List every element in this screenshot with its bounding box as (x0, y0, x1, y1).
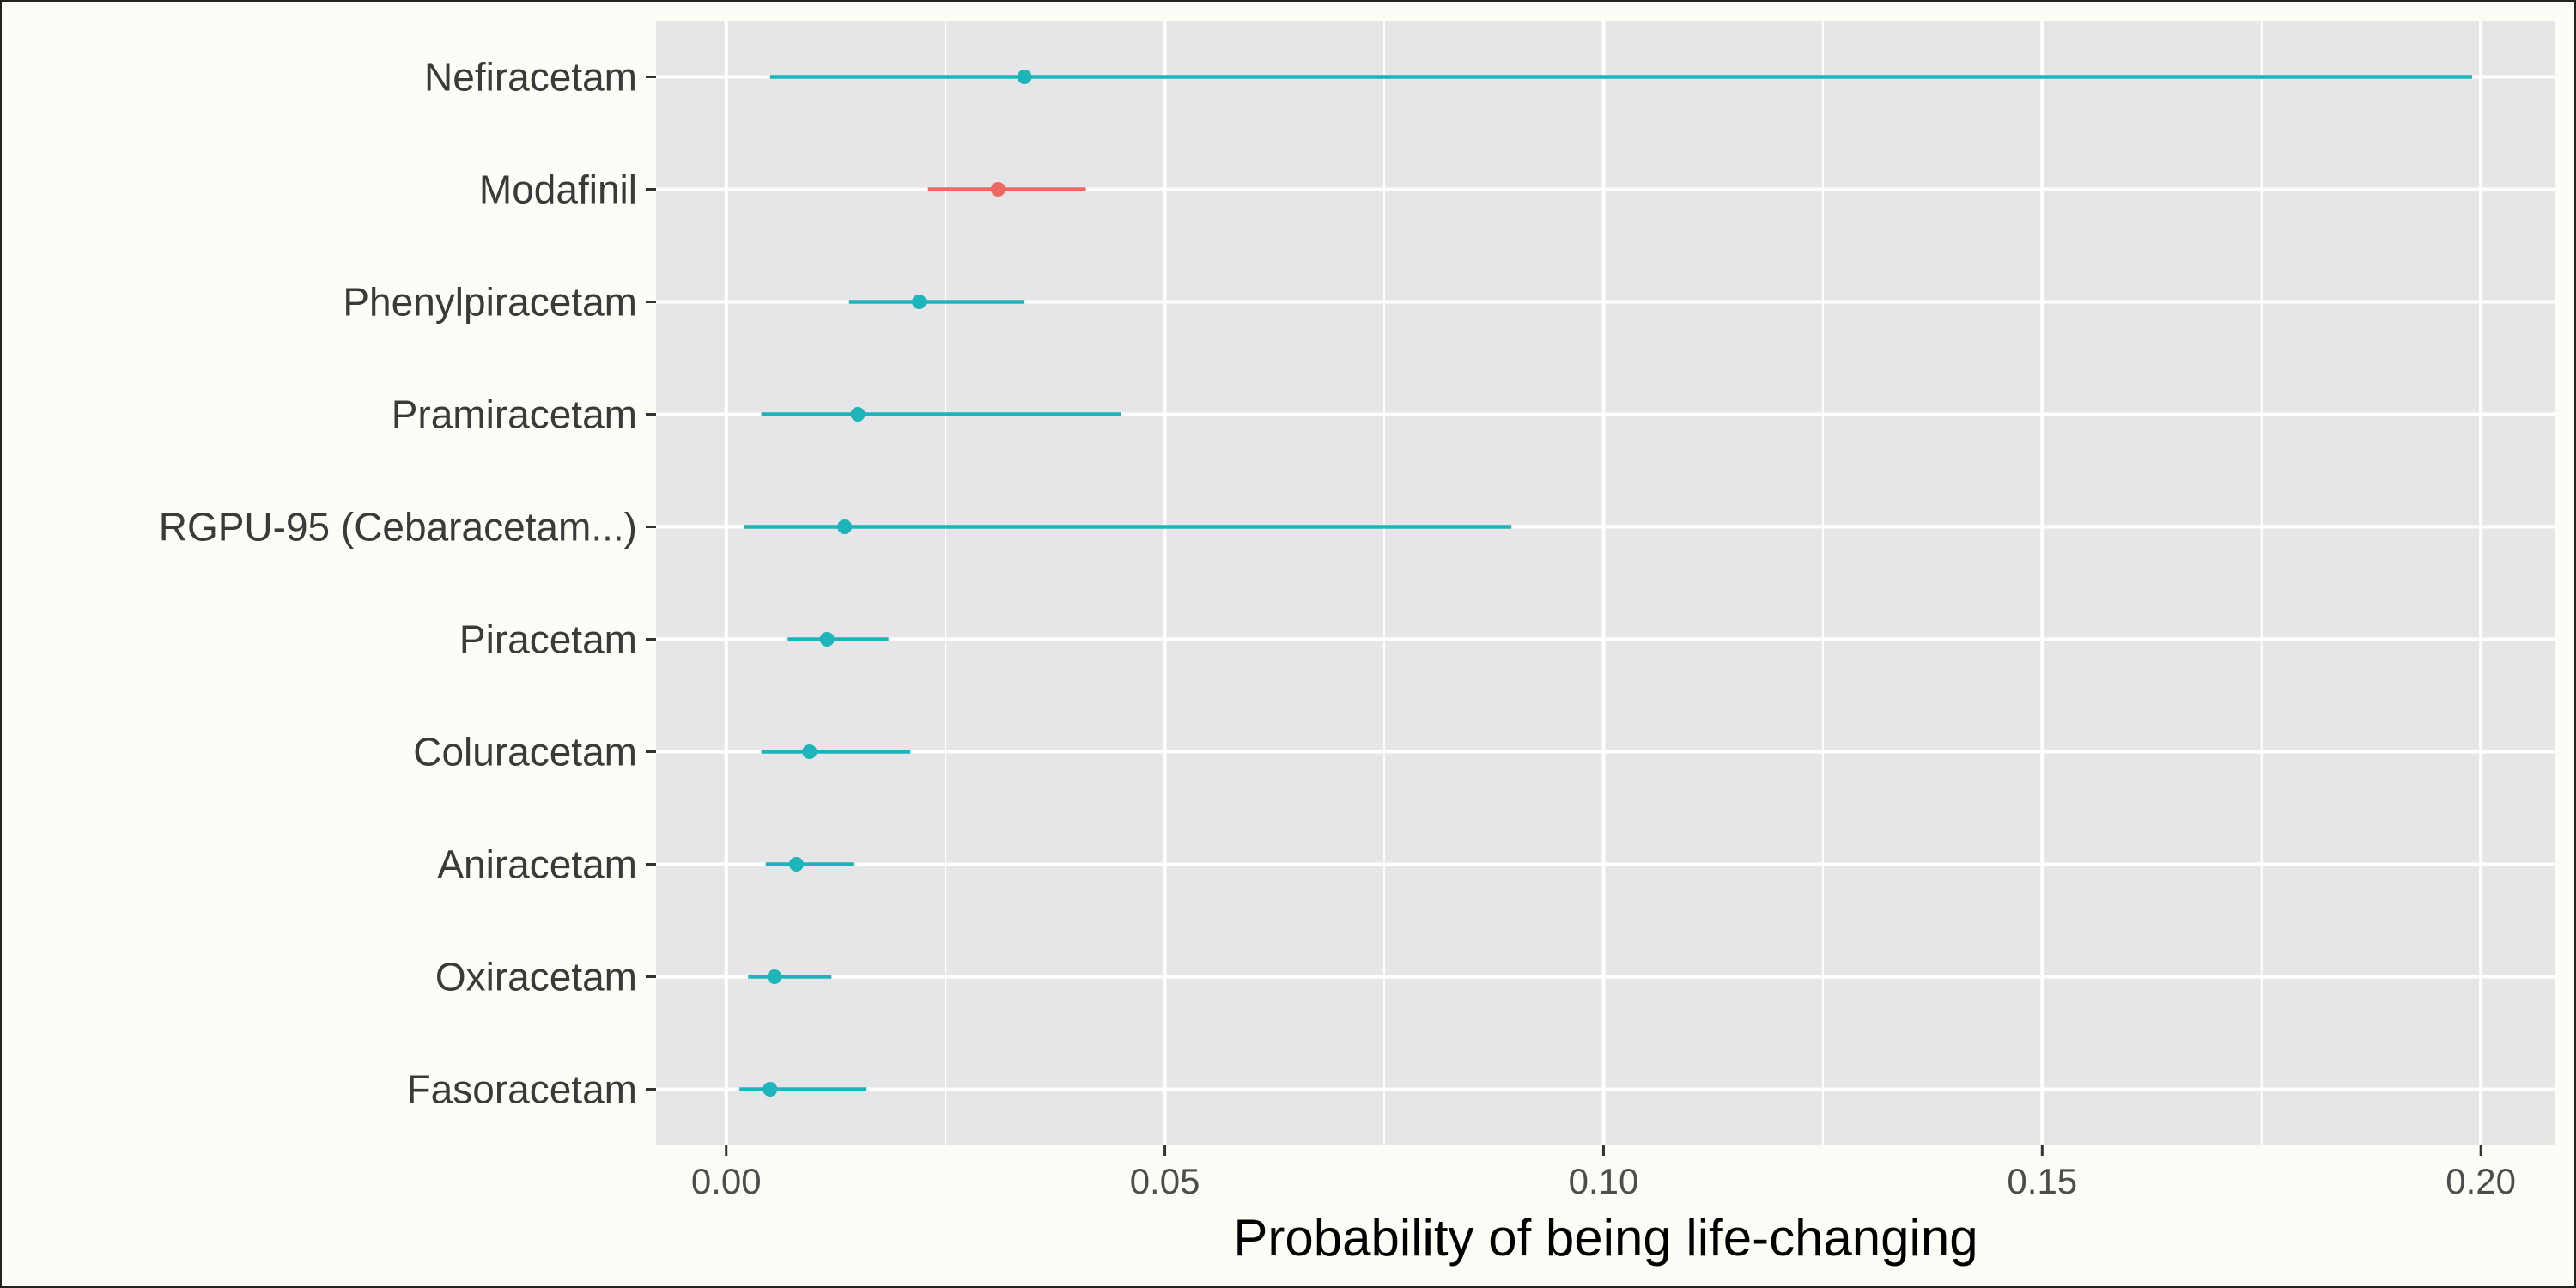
y-tick-label: Phenylpiracetam (343, 280, 637, 325)
point-estimate (837, 519, 853, 534)
point-estimates (762, 70, 1032, 1097)
point-estimate (819, 632, 835, 647)
y-tick-label: Pramiracetam (392, 392, 637, 437)
point-estimate (762, 1082, 778, 1097)
x-axis: 0.00 0.05 0.10 0.15 0.20 (691, 1145, 2516, 1201)
point-estimate (767, 969, 782, 984)
y-tick-label: RGPU-95 (Cebaracetam...) (159, 505, 637, 550)
point-estimate (1017, 70, 1032, 84)
y-axis: Nefiracetam Modafinil Phenylpiracetam Prami… (159, 55, 656, 1112)
x-tick-label: 0.15 (2007, 1161, 2077, 1201)
point-estimate (788, 857, 804, 872)
plot-panel (656, 21, 2555, 1145)
y-tick-label: Coluracetam (413, 730, 637, 775)
y-tick-label: Piracetam (459, 617, 637, 662)
x-tick-label: 0.10 (1569, 1161, 1639, 1201)
x-tick-label: 0.05 (1130, 1161, 1200, 1201)
x-tick-label: 0.20 (2445, 1161, 2516, 1201)
y-tick-label: Nefiracetam (424, 55, 637, 100)
point-estimate (912, 295, 927, 309)
y-tick-label: Fasoracetam (407, 1067, 637, 1112)
point-estimate (990, 182, 1005, 197)
x-tick-label: 0.00 (691, 1161, 762, 1201)
y-tick-label: Aniracetam (437, 842, 637, 887)
minor-gridlines (945, 21, 2263, 1145)
point-estimate (802, 744, 817, 759)
interval-lines (739, 75, 2472, 1091)
point-estimate (850, 407, 866, 422)
x-axis-title: Probability of being life-changing (1233, 1209, 1978, 1267)
y-tick-label: Oxiracetam (435, 955, 637, 999)
y-tick-label: Modafinil (479, 167, 637, 212)
